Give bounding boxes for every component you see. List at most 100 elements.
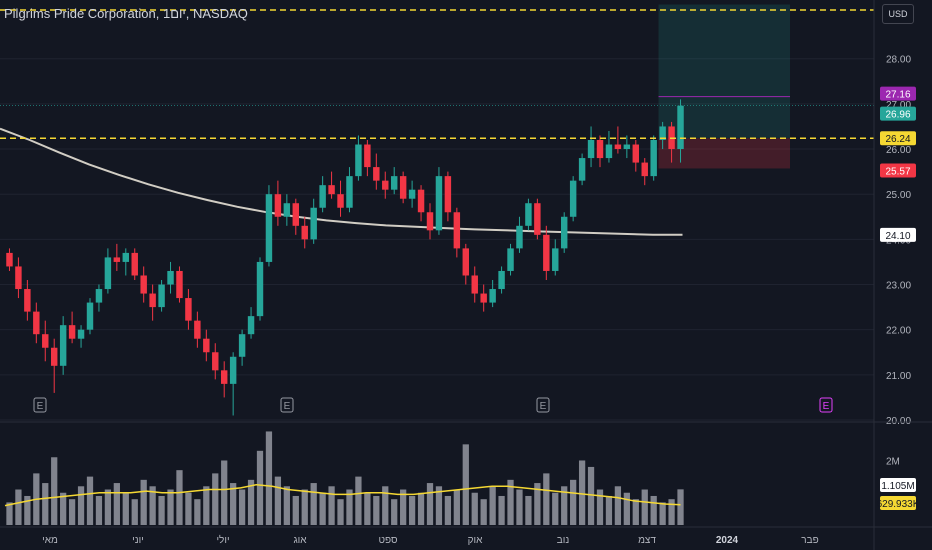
- candle-body: [471, 275, 478, 294]
- candle-body: [167, 270, 174, 285]
- x-tick-label: אוק: [468, 535, 483, 546]
- y-tick-label: 25.00: [886, 190, 911, 201]
- candle-body: [426, 212, 434, 231]
- x-tick-label: פבר: [801, 535, 818, 546]
- volume-bar: [417, 492, 425, 525]
- candle-body: [587, 140, 595, 159]
- candle-body: [337, 194, 344, 208]
- candle-body: [399, 176, 407, 199]
- x-tick-label: ספט: [378, 535, 398, 546]
- volume-bar: [426, 483, 434, 525]
- volume-bar: [453, 489, 460, 525]
- volume-bar: [194, 499, 201, 525]
- earnings-marker-box: [819, 397, 833, 413]
- candle-body: [265, 194, 273, 262]
- volume-bar: [238, 489, 246, 525]
- volume-bar: [131, 499, 138, 525]
- earnings-marker-box: [536, 397, 550, 413]
- candle-body: [659, 126, 666, 140]
- currency-button[interactable]: USD: [882, 4, 914, 24]
- candle-body: [33, 311, 40, 335]
- volume-bar: [68, 499, 76, 525]
- candles: [6, 99, 684, 416]
- volume-bar: [167, 489, 174, 525]
- volume-bar: [15, 489, 22, 525]
- candle-body: [444, 176, 452, 213]
- volume-bar: [60, 492, 67, 525]
- volume-bar: [408, 495, 416, 525]
- stop-price-badge-bg: [880, 163, 916, 178]
- y-tick-label: 26.00: [886, 145, 911, 156]
- volume-bar: [203, 486, 210, 525]
- candle-body: [373, 167, 380, 181]
- candle-body: [650, 140, 657, 177]
- volume-bar: [95, 495, 103, 525]
- candle-body: [292, 203, 300, 226]
- candle-body: [319, 185, 326, 208]
- last-price-badge-bg: [880, 106, 916, 121]
- volume-bar: [507, 479, 514, 525]
- earnings-marker: E: [823, 401, 830, 412]
- candle-body: [131, 252, 138, 276]
- candle-body: [113, 257, 121, 262]
- candle-body: [229, 356, 237, 384]
- volume-bar: [221, 460, 228, 525]
- candle-body: [95, 289, 103, 303]
- volume-bar: [677, 489, 684, 525]
- target-price-badge-bg: [880, 86, 916, 101]
- y-tick-label: 28.00: [886, 55, 911, 66]
- volume-bar: [641, 489, 648, 525]
- candle-body: [158, 284, 165, 308]
- moving-average-line: [0, 127, 683, 236]
- candle-body: [238, 334, 246, 357]
- candle-body: [390, 176, 398, 190]
- candle-body: [417, 189, 425, 213]
- candle-body: [364, 144, 371, 168]
- stop-price-badge: 25.57: [885, 166, 910, 177]
- volume-bar: [6, 502, 13, 525]
- candle-body: [355, 144, 362, 177]
- volume-bar: [605, 495, 613, 525]
- x-tick-label: אוג: [293, 535, 307, 546]
- volume-bar: [42, 483, 49, 525]
- candle-body: [140, 275, 147, 294]
- volume-bar: [659, 502, 666, 525]
- price-lines: [0, 9, 874, 139]
- volume-bar: [265, 431, 273, 525]
- x-tick-label: דצמ: [638, 535, 656, 546]
- candle-body: [50, 347, 58, 366]
- candle-body: [605, 144, 613, 159]
- candle-body: [614, 144, 622, 150]
- candle-body: [453, 212, 461, 249]
- candle-body: [24, 289, 31, 312]
- volume-bar: [140, 479, 147, 525]
- y-tick-label: 22.00: [886, 326, 911, 337]
- volume-bar: [534, 483, 541, 525]
- volume-bar: [489, 486, 496, 525]
- candle-body: [274, 194, 282, 217]
- volume-bar: [176, 470, 183, 525]
- candle-body: [15, 266, 22, 290]
- candle-body: [596, 140, 604, 159]
- earnings-marker-box: [280, 397, 294, 413]
- candle-body: [498, 270, 505, 290]
- x-tick-label: נוב: [557, 535, 570, 546]
- candle-body: [86, 302, 94, 330]
- y-tick-label: 27.00: [886, 100, 911, 111]
- volume-bar: [668, 499, 675, 525]
- volume-ma-badge-bg: [880, 496, 916, 510]
- volume-bar: [247, 479, 255, 525]
- candle-body: [59, 325, 67, 366]
- volume-bar: [319, 492, 326, 525]
- candle-body: [185, 298, 192, 321]
- volume-bar: [480, 499, 487, 525]
- volume-last-badge-bg: [880, 478, 916, 492]
- x-tick-label: יולי: [216, 534, 229, 546]
- volume-bar: [77, 486, 85, 525]
- volume-bar: [310, 483, 317, 525]
- volume-bar: [391, 499, 398, 525]
- volume-last-badge: 1.105M: [881, 481, 914, 492]
